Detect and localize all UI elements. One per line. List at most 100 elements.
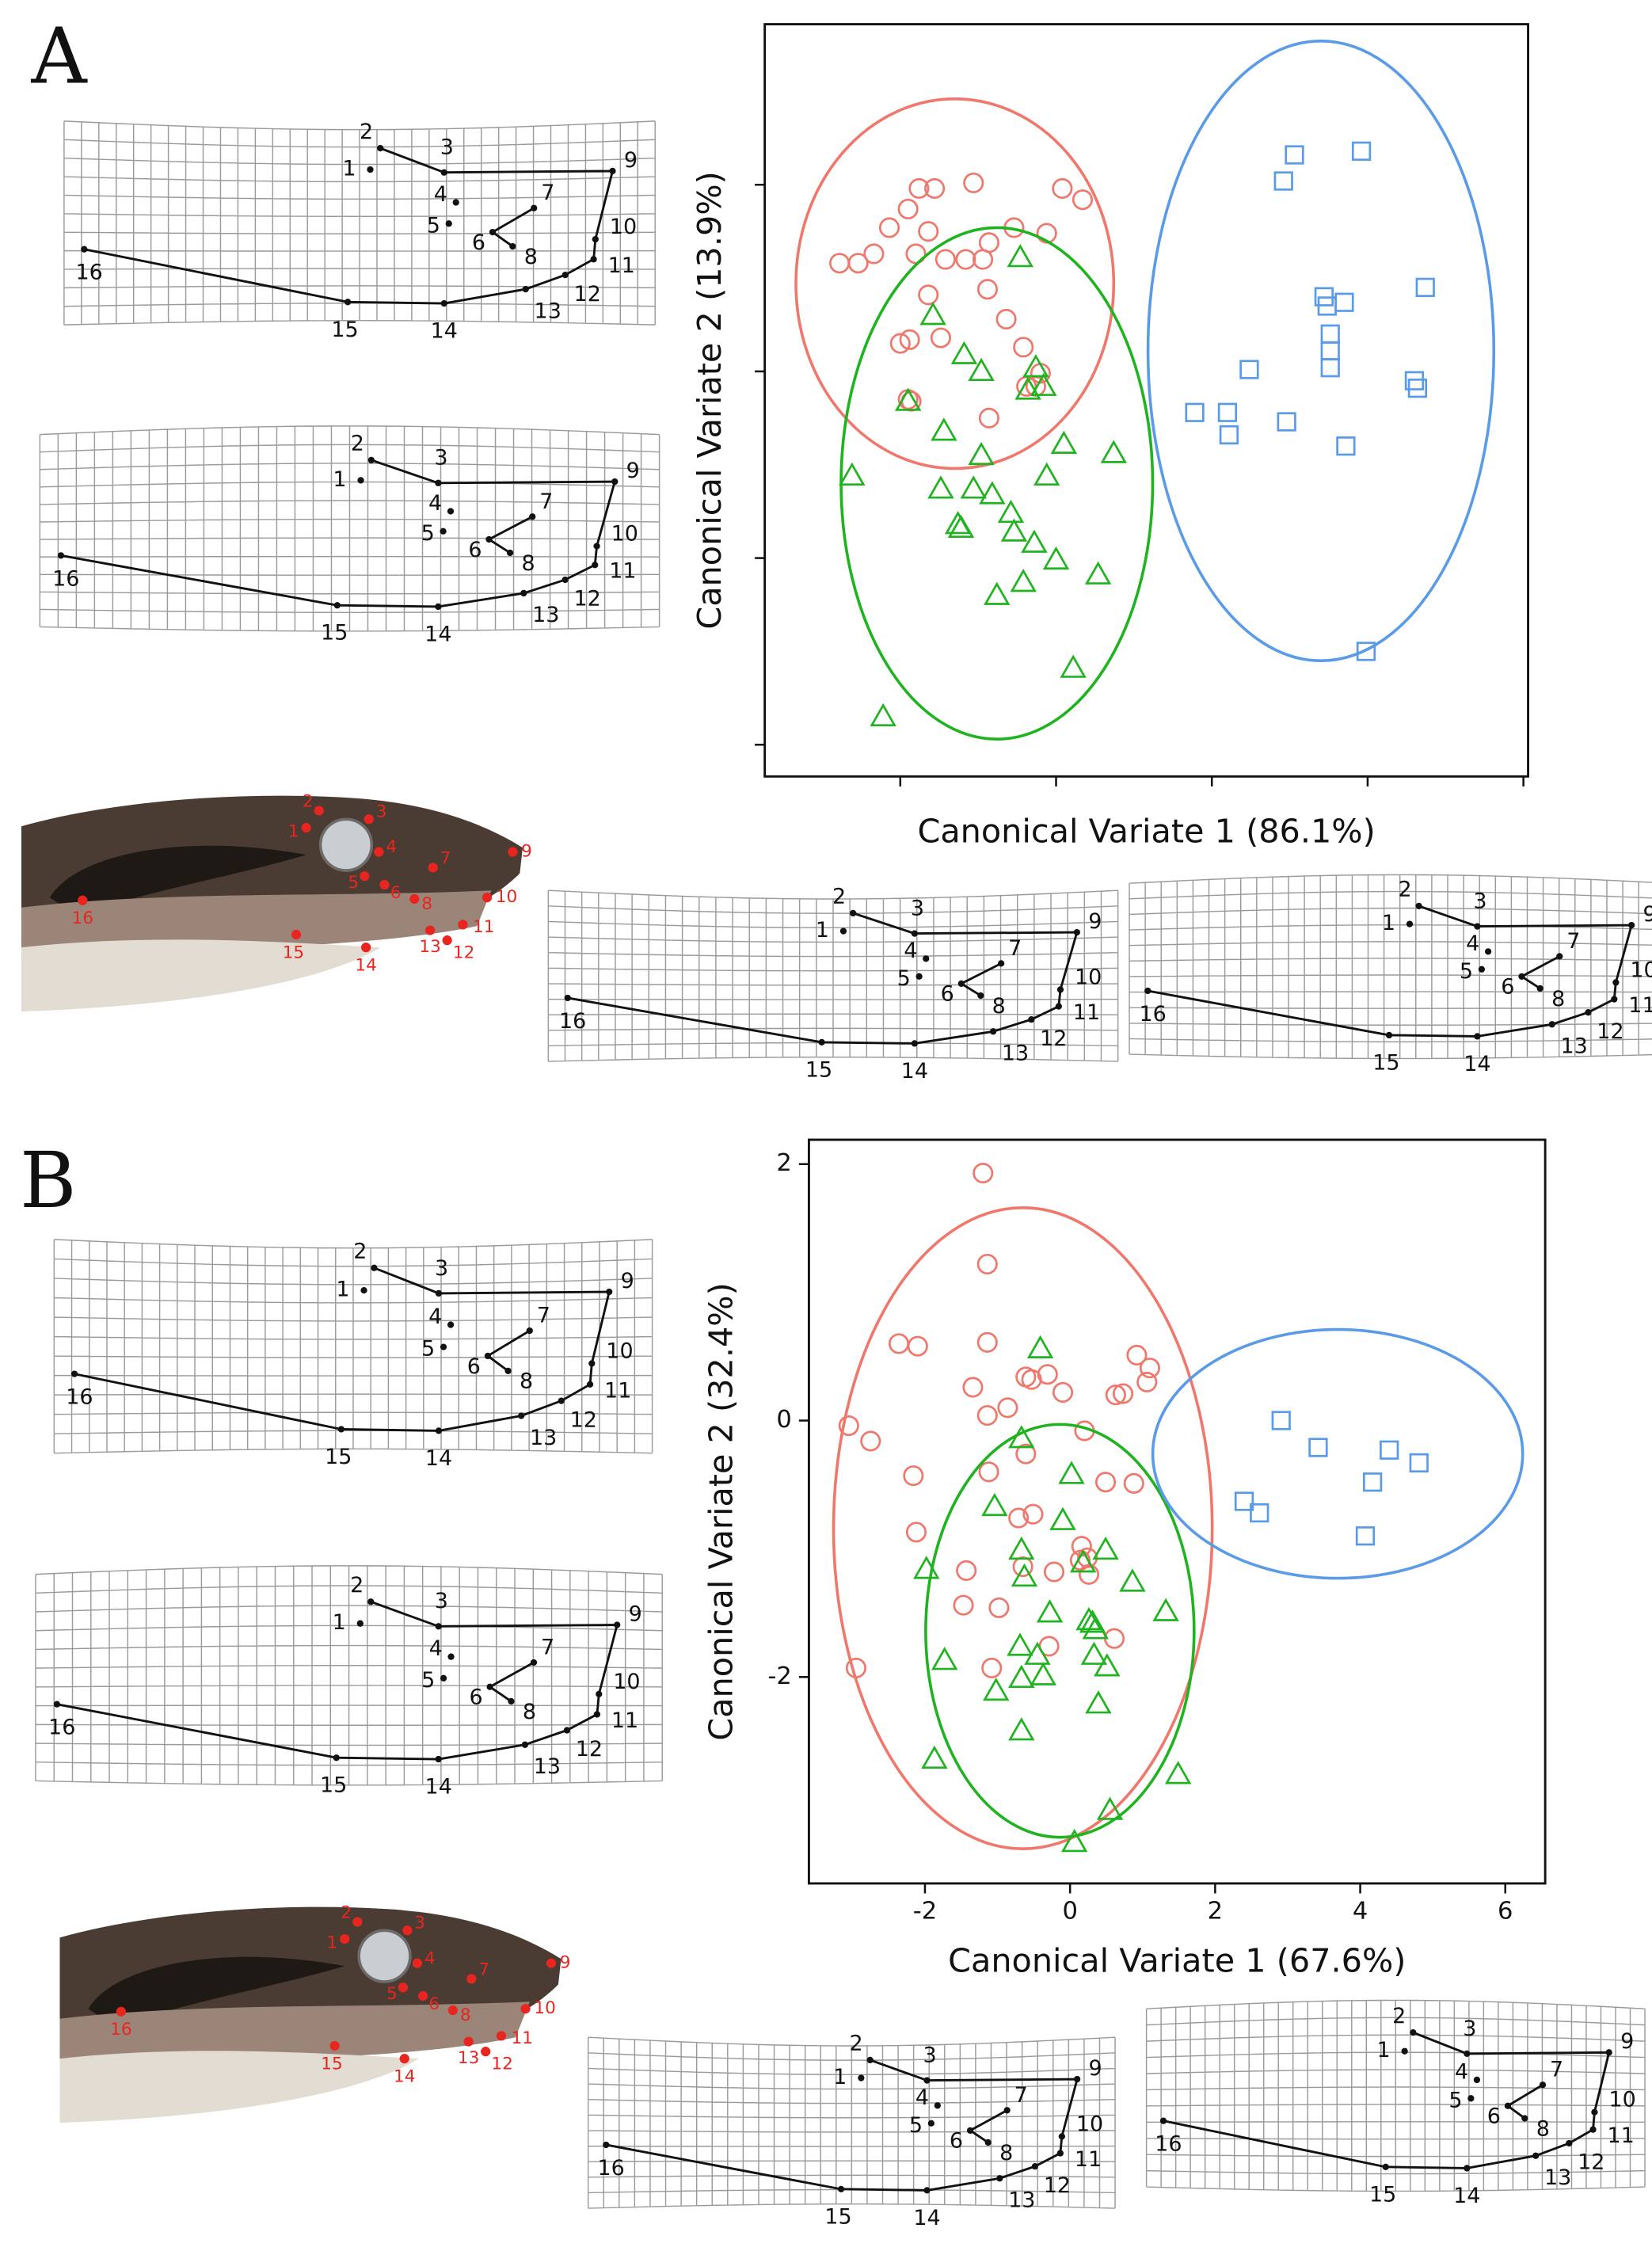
point <box>976 279 999 300</box>
photo-landmark-label: 6 <box>428 1994 440 2014</box>
landmark-label: 6 <box>941 982 954 1007</box>
landmark-point <box>1464 2050 1471 2058</box>
point <box>899 329 920 350</box>
landmark-label: 10 <box>613 1670 640 1694</box>
point <box>1022 1503 1044 1525</box>
landmark-point <box>561 271 569 279</box>
photo-landmark <box>361 943 371 953</box>
landmark-label: 14 <box>1453 2184 1480 2208</box>
landmark-point <box>1055 1003 1062 1010</box>
landmark-point <box>1382 2163 1389 2171</box>
landmark-label: 8 <box>992 994 1006 1019</box>
plot-frame <box>807 1138 1547 1885</box>
landmark-point <box>526 1327 533 1335</box>
landmark-label: 3 <box>1473 889 1486 914</box>
photo-landmark <box>379 879 390 890</box>
confidence-ellipse <box>832 1205 1214 1851</box>
landmark-point <box>440 1343 447 1350</box>
point <box>1234 1491 1254 1511</box>
point <box>1317 296 1337 316</box>
photo-landmark <box>314 806 324 816</box>
point <box>921 1745 948 1769</box>
photo-landmark <box>508 847 518 857</box>
landmark-point <box>1144 987 1151 995</box>
point <box>1030 1662 1056 1685</box>
photo-landmark <box>424 925 436 935</box>
landmark-label: 13 <box>1002 1042 1029 1066</box>
photo-landmark-label: 5 <box>348 873 359 893</box>
landmark-point <box>1031 2163 1039 2170</box>
landmark-label: 16 <box>48 1716 75 1740</box>
landmark-label: 5 <box>1460 959 1473 984</box>
landmark-label: 11 <box>1075 2147 1102 2172</box>
landmark-label: 12 <box>574 282 601 307</box>
landmark-label: 1 <box>1382 911 1395 935</box>
point <box>918 284 939 306</box>
landmark-label: 11 <box>611 1708 638 1733</box>
landmark-label: 3 <box>923 2043 937 2068</box>
landmark-label: 11 <box>1608 2123 1635 2148</box>
landmark-point <box>509 242 516 250</box>
landmark-point <box>440 1674 447 1682</box>
landmark-label: 15 <box>1369 2182 1396 2207</box>
landmark-label: 6 <box>469 1685 482 1710</box>
point <box>908 177 930 200</box>
landmark-point <box>818 1038 825 1046</box>
point <box>1094 1653 1121 1677</box>
deformation-grid <box>1145 1999 1646 2192</box>
landmark-point <box>1074 2075 1081 2083</box>
point <box>1271 1411 1291 1430</box>
landmark-point <box>1521 2115 1528 2122</box>
landmark-point <box>447 1321 455 1328</box>
plot-frame <box>763 23 1529 778</box>
photo-landmark <box>398 1982 409 1993</box>
landmark-point <box>53 1701 60 1708</box>
landmark-label: 5 <box>421 1668 435 1693</box>
landmark-point <box>966 2127 974 2134</box>
point <box>947 514 975 539</box>
landmark-label: 12 <box>1044 2173 1071 2198</box>
point <box>997 1397 1018 1419</box>
landmark-point <box>518 1412 525 1419</box>
photo-landmark <box>447 2005 458 2016</box>
landmark-label: 12 <box>1040 1026 1067 1051</box>
landmark-point <box>564 994 571 1002</box>
landmark-point <box>603 2141 610 2149</box>
landmark-label: 7 <box>1566 929 1580 954</box>
point <box>919 302 946 326</box>
landmark-point <box>440 299 447 307</box>
point <box>1007 244 1033 268</box>
landmark-point <box>592 562 599 569</box>
landmark-outline <box>60 459 617 608</box>
landmark-point <box>923 955 930 962</box>
landmark-label: 12 <box>570 1407 597 1432</box>
point <box>907 1335 928 1357</box>
photo-landmark <box>442 935 452 946</box>
photo-landmark-label: 2 <box>303 792 314 812</box>
point <box>1080 1641 1108 1665</box>
landmark-label: 14 <box>1464 1052 1490 1076</box>
landmark-point <box>934 2102 941 2109</box>
y-axis-label: Canonical Variate 2 (32.4%) <box>702 1282 740 1740</box>
panel-label: B <box>20 1136 76 1225</box>
point <box>1164 1761 1192 1784</box>
landmark-point <box>592 235 599 243</box>
landmark-point <box>1028 1016 1035 1023</box>
point <box>1082 1616 1109 1640</box>
photo-landmark-label: 9 <box>521 842 532 862</box>
point <box>1036 1599 1064 1623</box>
landmark-label: 3 <box>434 446 447 470</box>
landmark-label: 16 <box>598 2156 625 2181</box>
landmark-point <box>337 1426 345 1433</box>
landmark-point <box>1605 2049 1612 2056</box>
landmark-point <box>440 528 447 535</box>
landmark-point <box>911 1040 918 1047</box>
point <box>1033 462 1060 486</box>
photo-landmark <box>458 920 468 930</box>
point <box>829 253 851 274</box>
landmark-label: 13 <box>535 299 561 323</box>
landmark-point <box>520 589 527 597</box>
landmark-point <box>1003 2107 1011 2114</box>
landmark-label: 13 <box>1561 1034 1588 1059</box>
landmark-point <box>435 1427 443 1434</box>
